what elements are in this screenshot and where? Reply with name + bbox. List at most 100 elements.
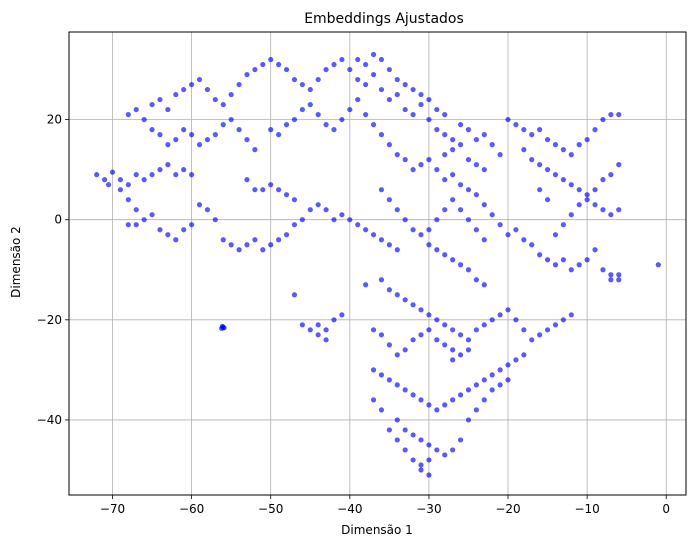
scatter-point: [442, 322, 448, 328]
scatter-point: [552, 172, 559, 178]
scatter-point: [410, 227, 416, 233]
scatter-point: [537, 332, 543, 338]
scatter-point: [221, 325, 227, 331]
scatter-point: [544, 197, 551, 203]
scatter-point: [505, 232, 511, 238]
x-tick-label: −10: [574, 502, 599, 516]
scatter-point: [481, 377, 487, 383]
scatter-point: [521, 352, 527, 358]
scatter-point: [592, 127, 598, 133]
scatter-point: [276, 61, 282, 68]
scatter-point: [212, 132, 218, 138]
scatter-point: [236, 127, 242, 133]
scatter-point: [133, 106, 139, 113]
scatter-point: [450, 397, 456, 403]
scatter-point: [307, 101, 313, 108]
scatter-point: [331, 317, 337, 323]
scatter-point: [117, 177, 124, 183]
scatter-point: [386, 377, 392, 383]
scatter-point: [165, 232, 171, 238]
scatter-point: [378, 372, 385, 378]
scatter-point: [331, 61, 337, 68]
scatter-point: [552, 232, 559, 238]
scatter-point: [426, 457, 432, 463]
scatter-point: [473, 137, 479, 143]
scatter-point: [291, 292, 298, 298]
scatter-point: [315, 322, 321, 328]
scatter-point: [410, 457, 416, 463]
scatter-point: [481, 397, 487, 403]
scatter-point: [529, 157, 535, 163]
scatter-point: [378, 187, 385, 193]
scatter-point: [434, 217, 440, 223]
scatter-point: [173, 237, 179, 243]
scatter-point: [410, 86, 416, 93]
scatter-point: [283, 192, 290, 198]
scatter-point: [537, 127, 543, 133]
scatter-point: [386, 66, 392, 73]
scatter-point: [315, 111, 321, 118]
scatter-point: [560, 222, 566, 228]
scatter-point: [236, 247, 242, 253]
scatter-point: [109, 169, 116, 175]
scatter-point: [378, 407, 385, 413]
scatter-point: [133, 222, 139, 228]
scatter-point: [283, 122, 290, 128]
scatter-point: [315, 332, 321, 338]
chart-title: Embeddings Ajustados: [304, 11, 464, 27]
scatter-point: [442, 252, 448, 258]
scatter-point: [291, 197, 298, 203]
scatter-point: [165, 142, 171, 148]
scatter-point: [347, 66, 353, 73]
x-tick-label: −40: [337, 502, 362, 516]
y-tick-label: −20: [37, 313, 62, 327]
scatter-point: [442, 152, 448, 158]
scatter-point: [378, 237, 385, 243]
scatter-point: [236, 81, 242, 88]
scatter-point: [497, 222, 503, 228]
scatter-point: [141, 177, 147, 183]
scatter-point: [386, 427, 392, 433]
scatter-point: [260, 61, 266, 68]
scatter-point: [339, 312, 345, 318]
scatter-point: [457, 142, 464, 148]
scatter-point: [544, 257, 551, 263]
scatter-point: [616, 111, 622, 118]
scatter-point: [481, 202, 487, 208]
scatter-point: [473, 277, 479, 283]
scatter-point: [252, 187, 258, 193]
x-tick-label: −20: [495, 502, 520, 516]
scatter-point: [568, 182, 574, 188]
scatter-point: [291, 222, 298, 228]
scatter-point: [544, 327, 551, 333]
scatter-point: [418, 332, 424, 338]
scatter-point: [149, 127, 155, 133]
scatter-point: [489, 372, 495, 378]
scatter-point: [481, 322, 487, 328]
scatter-point: [339, 116, 345, 123]
scatter-point: [457, 332, 464, 338]
scatter-point: [505, 362, 511, 368]
data-points: [94, 51, 661, 478]
scatter-point: [473, 407, 479, 413]
scatter-point: [418, 437, 424, 443]
scatter-point: [608, 212, 614, 218]
x-tick-label: −50: [258, 502, 283, 516]
scatter-point: [394, 437, 400, 443]
scatter-point: [418, 232, 424, 238]
scatter-point: [497, 367, 503, 373]
scatter-point: [576, 262, 582, 268]
scatter-point: [489, 317, 495, 323]
scatter-point: [560, 177, 566, 183]
scatter-point: [434, 127, 440, 133]
scatter-point: [434, 106, 440, 113]
scatter-point: [323, 207, 329, 213]
scatter-point: [410, 167, 416, 173]
scatter-point: [521, 127, 527, 133]
scatter-point: [450, 347, 456, 353]
scatter-point: [592, 247, 598, 253]
scatter-point: [378, 332, 385, 338]
scatter-point: [101, 177, 108, 183]
scatter-point: [323, 122, 329, 128]
scatter-point: [268, 127, 274, 133]
